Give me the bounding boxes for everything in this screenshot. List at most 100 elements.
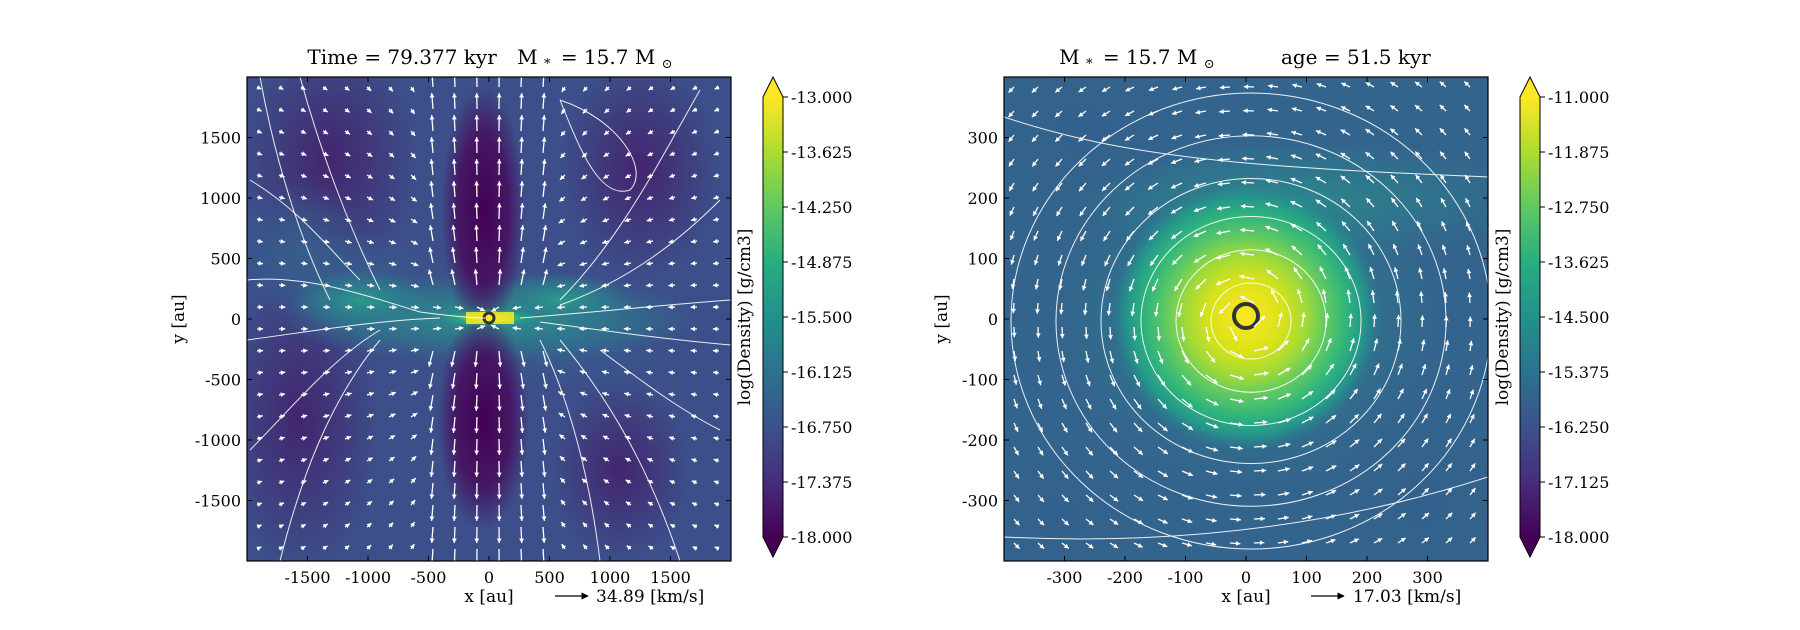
velocity-arrow-head	[559, 434, 565, 440]
velocity-arrow-head	[1441, 244, 1447, 250]
velocity-arrow-head	[648, 545, 654, 551]
velocity-arrow-head	[257, 480, 263, 485]
velocity-arrow-head	[302, 370, 308, 376]
velocity-arrow-head	[1219, 85, 1225, 90]
velocity-arrow-head	[1087, 404, 1092, 410]
velocity-arrow-head	[411, 456, 417, 462]
velocity-arrow-head	[256, 85, 262, 90]
velocity-arrow-head	[1240, 227, 1245, 233]
velocity-arrow-head	[668, 370, 674, 376]
velocity-arrow-head	[280, 392, 286, 398]
velocity-arrow-head	[1284, 515, 1289, 521]
velocity-arrow-head	[1422, 388, 1427, 394]
velocity-arrow-head	[1440, 151, 1445, 157]
velocity-arrow-head	[280, 326, 286, 332]
velocity-arrow-head	[1467, 292, 1472, 298]
velocity-arrow-head	[1353, 538, 1359, 543]
velocity-arrow-head	[557, 261, 563, 267]
velocity-arrow-head	[647, 151, 653, 156]
colorbar-tick-label: -14.875	[791, 253, 852, 272]
velocity-arrow-head	[1063, 497, 1069, 502]
velocity-arrow-head	[1113, 543, 1119, 548]
velocity-arrow-head	[519, 406, 525, 411]
velocity-arrow-head	[496, 450, 502, 455]
velocity-arrow-head	[542, 450, 547, 455]
velocity-arrow-head	[1398, 363, 1403, 369]
velocity-arrow-head	[452, 93, 457, 98]
velocity-arrow-head	[1330, 514, 1336, 519]
y-tick-label: 1500	[200, 129, 241, 148]
velocity-arrow-head	[1418, 267, 1423, 273]
velocity-arrow-head	[623, 348, 629, 354]
velocity-arrow-head	[714, 546, 720, 551]
velocity-arrow-head	[366, 523, 372, 528]
velocity-arrow-head	[256, 502, 262, 507]
velocity-arrow-head	[1316, 82, 1322, 88]
velocity-arrow-head	[648, 107, 654, 113]
velocity-arrow-head	[497, 384, 503, 389]
velocity-arrow-head	[322, 545, 328, 551]
velocity-arrow-head	[581, 196, 587, 201]
velocity-arrow-head	[1400, 488, 1406, 494]
velocity-arrow-head	[410, 478, 416, 483]
velocity-arrow-head	[648, 523, 654, 529]
velocity-arrow-head	[1353, 388, 1358, 394]
velocity-arrow-head	[1308, 441, 1314, 446]
velocity-arrow-head	[257, 216, 263, 222]
velocity-arrow-head	[452, 538, 457, 543]
velocity-arrow-head	[1036, 356, 1042, 362]
velocity-arrow-head	[1080, 236, 1085, 242]
x-tick-label: 1500	[650, 568, 691, 587]
velocity-arrow-head	[411, 174, 417, 180]
velocity-arrow-head	[1261, 468, 1267, 473]
velocity-arrow-head	[1308, 466, 1314, 471]
colorbar-tick-label: -11.875	[1548, 143, 1609, 162]
velocity-arrow-head	[1211, 541, 1217, 547]
velocity-arrow-head	[1124, 160, 1130, 166]
velocity-arrow-head	[1365, 129, 1371, 134]
velocity-arrow-head	[1415, 128, 1420, 134]
velocity-arrow-head	[344, 85, 350, 91]
velocity-arrow-head	[647, 458, 653, 463]
velocity-arrow-head	[1366, 198, 1371, 204]
velocity-arrow-head	[713, 392, 718, 398]
velocity-arrow-head	[713, 436, 719, 441]
velocity-arrow-head	[451, 472, 457, 477]
velocity-arrow-head	[519, 225, 525, 230]
velocity-arrow-head	[1008, 112, 1014, 118]
velocity-arrow-head	[1390, 151, 1396, 157]
velocity-arrow-head	[1014, 520, 1020, 526]
x-tick-label: 500	[534, 568, 565, 587]
velocity-arrow-head	[519, 538, 524, 543]
velocity-arrow-head	[1039, 497, 1044, 503]
velocity-arrow-head	[1285, 467, 1290, 472]
velocity-arrow-head	[521, 361, 526, 367]
velocity-arrow-head	[1290, 154, 1296, 159]
velocity-arrow-head	[1368, 243, 1373, 249]
velocity-arrow-head	[324, 217, 330, 222]
velocity-arrow-head	[301, 129, 307, 134]
velocity-arrow-head	[582, 108, 588, 114]
velocity-arrow-head	[1466, 245, 1471, 251]
velocity-arrow-head	[280, 414, 285, 419]
velocity-arrow-head	[429, 494, 435, 499]
velocity-arrow-head	[519, 93, 524, 98]
left-panel: Time = 79.377 kyr M * = 15.7 M ⊙	[169, 45, 852, 607]
velocity-arrow-head	[278, 524, 284, 529]
left-title-time: Time = 79.377 kyr	[307, 45, 497, 69]
velocity-arrow-head	[428, 406, 434, 411]
velocity-arrow-head	[602, 413, 608, 419]
velocity-arrow-head	[1267, 83, 1273, 89]
velocity-arrow-head	[428, 383, 433, 389]
velocity-arrow-head	[602, 217, 608, 223]
velocity-arrow-head	[1329, 363, 1334, 369]
velocity-arrow-head	[1124, 136, 1130, 141]
colorbar-tick-label: -16.750	[791, 418, 852, 437]
velocity-arrow-head	[691, 217, 696, 222]
velocity-arrow-head	[1113, 450, 1118, 456]
y-tick-label: 0	[988, 310, 998, 329]
velocity-arrow-head	[713, 260, 718, 266]
velocity-arrow-head	[602, 435, 608, 441]
velocity-arrow-head	[559, 175, 565, 180]
velocity-arrow-head	[1285, 418, 1291, 423]
